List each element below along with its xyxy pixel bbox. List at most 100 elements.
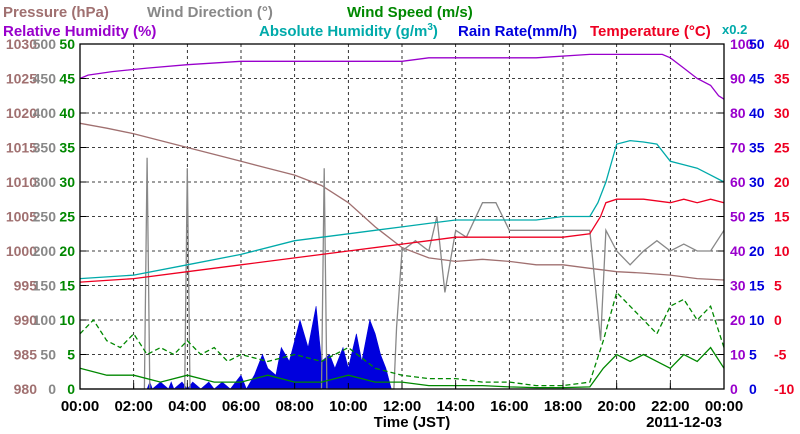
y-tick-label-wind-speed: 35 [59, 140, 75, 156]
y-tick-label-absolute-humidity-rain: 25 [749, 209, 765, 225]
y-tick-label-wind-direction: 50 [40, 347, 56, 363]
y-tick-label-wind-speed: 25 [59, 209, 75, 225]
date-label: 2011-12-03 [646, 414, 722, 431]
y-tick-label-absolute-humidity-rain: 5 [749, 347, 757, 363]
y-tick-label-wind-speed: 20 [59, 243, 75, 259]
y-tick-label-relative-humidity: 90 [730, 71, 746, 87]
y-tick-label-absolute-humidity-rain: 10 [749, 312, 765, 328]
y-tick-label-absolute-humidity-rain: 15 [749, 278, 765, 294]
y-tick-label-temperature: 20 [774, 174, 790, 190]
series-pressure-hpa [79, 122, 725, 281]
series-wind-speed-m-s [79, 346, 725, 389]
y-tick-label-pressure: 1025 [6, 71, 37, 87]
y-tick-label-relative-humidity: 0 [730, 381, 738, 397]
series-absolute-humidity-x0-2-g-m3 [79, 139, 725, 280]
series-wind-speed-max-m-s [79, 291, 725, 387]
x-tick-label: 06:00 [222, 398, 260, 415]
y-tick-label-wind-direction: 500 [33, 36, 57, 52]
legend-absolute-humidity-close: ) [433, 23, 438, 40]
y-tick-label-pressure: 1020 [6, 105, 37, 121]
y-tick-label-pressure: 1010 [6, 174, 37, 190]
y-tick-label-wind-direction: 0 [48, 381, 56, 397]
legend-scale-note: x0.2 [722, 22, 747, 37]
y-tick-label-wind-speed: 10 [59, 312, 75, 328]
y-tick-label-relative-humidity: 70 [730, 140, 746, 156]
y-tick-label-wind-speed: 30 [59, 174, 75, 190]
y-tick-label-relative-humidity: 40 [730, 243, 746, 259]
y-tick-label-wind-direction: 250 [33, 209, 57, 225]
y-tick-label-wind-speed: 50 [59, 36, 75, 52]
series-wind-direction [80, 157, 725, 390]
y-tick-label-temperature: 25 [774, 140, 790, 156]
series-temperature-c [79, 198, 725, 283]
y-tick-label-relative-humidity: 60 [730, 174, 746, 190]
y-tick-label-temperature: 0 [774, 312, 782, 328]
y-tick-label-temperature: 5 [774, 278, 782, 294]
y-tick-label-relative-humidity: 50 [730, 209, 746, 225]
y-tick-label-temperature: 30 [774, 105, 790, 121]
y-tick-label-wind-direction: 350 [33, 140, 57, 156]
y-tick-label-relative-humidity: 80 [730, 105, 746, 121]
y-tick-label-pressure: 980 [14, 381, 38, 397]
y-tick-label-wind-direction: 450 [33, 71, 57, 87]
y-tick-label-absolute-humidity-rain: 50 [749, 36, 765, 52]
x-tick-label: 10:00 [329, 398, 367, 415]
y-tick-label-pressure: 995 [14, 278, 38, 294]
x-tick-label: 00:00 [705, 398, 743, 415]
y-tick-label-wind-speed: 5 [67, 347, 75, 363]
y-tick-label-pressure: 1015 [6, 140, 37, 156]
y-tick-label-absolute-humidity-rain: 35 [749, 140, 765, 156]
y-tick-label-wind-direction: 300 [33, 174, 57, 190]
y-tick-label-wind-speed: 15 [59, 278, 75, 294]
legend-absolute-humidity-label: Absolute Humidity (g/m [259, 23, 427, 40]
series-relative-humidity [79, 53, 725, 100]
y-tick-label-wind-direction: 400 [33, 105, 57, 121]
legend: Pressure (hPa) Wind Direction (°) Wind S… [3, 4, 747, 40]
x-tick-label: 22:00 [651, 398, 689, 415]
x-tick-label: 00:00 [61, 398, 99, 415]
y-tick-label-pressure: 1000 [6, 243, 37, 259]
grid [80, 44, 724, 389]
legend-wind-speed: Wind Speed (m/s) [347, 4, 473, 21]
y-tick-label-temperature: -5 [774, 347, 787, 363]
legend-relative-humidity: Relative Humidity (%) [3, 23, 156, 40]
y-tick-label-temperature: -10 [774, 381, 794, 397]
plot-series [79, 53, 725, 390]
axes: 00:00 02:00 04:00 06:00 08:00 10:00 12:00 14:00… [6, 36, 795, 415]
y-tick-label-pressure: 1030 [6, 36, 37, 52]
legend-absolute-humidity-superscript: 3 [427, 22, 433, 33]
y-tick-label-absolute-humidity-rain: 40 [749, 105, 765, 121]
x-tick-label: 16:00 [490, 398, 528, 415]
x-tick-label: 02:00 [114, 398, 152, 415]
x-axis-title: Time (JST) [374, 414, 450, 431]
x-tick-label: 04:00 [168, 398, 206, 415]
legend-temperature: Temperature (°C) [590, 23, 711, 40]
x-tick-label: 18:00 [544, 398, 582, 415]
y-tick-label-relative-humidity: 30 [730, 278, 746, 294]
y-tick-label-wind-direction: 200 [33, 243, 57, 259]
y-tick-label-wind-speed: 45 [59, 71, 75, 87]
y-tick-label-relative-humidity: 20 [730, 312, 746, 328]
y-tick-label-wind-direction: 100 [33, 312, 57, 328]
y-tick-label-wind-speed: 40 [59, 105, 75, 121]
y-tick-label-temperature: 35 [774, 71, 790, 87]
y-tick-label-absolute-humidity-rain: 45 [749, 71, 765, 87]
y-tick-label-absolute-humidity-rain: 30 [749, 174, 765, 190]
y-tick-label-temperature: 40 [774, 36, 790, 52]
y-tick-label-wind-speed: 0 [67, 381, 75, 397]
x-tick-label: 14:00 [436, 398, 474, 415]
y-tick-label-pressure: 1005 [6, 209, 37, 225]
legend-absolute-humidity: Absolute Humidity (g/m3) [259, 22, 438, 40]
legend-rain-rate: Rain Rate(mm/h) [458, 23, 577, 40]
legend-wind-direction: Wind Direction (°) [147, 4, 273, 21]
series-rain-rate-mm-h [80, 306, 724, 390]
legend-pressure: Pressure (hPa) [3, 4, 109, 21]
y-tick-label-relative-humidity: 100 [730, 36, 754, 52]
y-tick-label-absolute-humidity-rain: 20 [749, 243, 765, 259]
x-tick-label: 20:00 [597, 398, 635, 415]
y-tick-label-pressure: 990 [14, 312, 38, 328]
y-tick-label-temperature: 15 [774, 209, 790, 225]
x-tick-label: 12:00 [383, 398, 421, 415]
y-tick-label-wind-direction: 150 [33, 278, 57, 294]
